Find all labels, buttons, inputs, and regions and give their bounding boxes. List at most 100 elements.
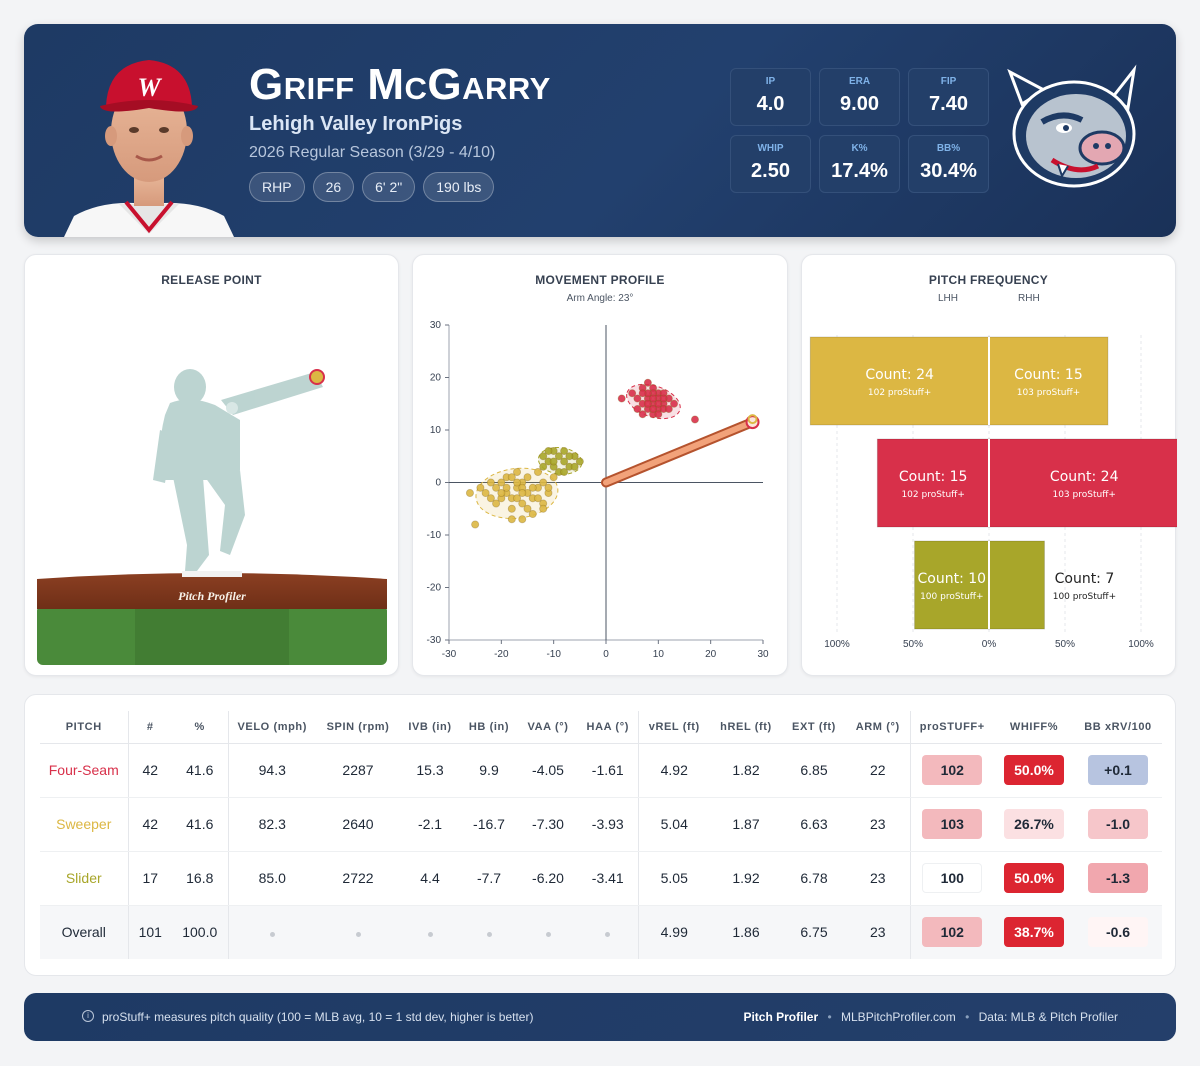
bar-rhh-four-seam — [988, 438, 1177, 528]
stat-value: 4.0 — [756, 93, 785, 115]
pitch-point — [643, 399, 652, 408]
pitch-point — [539, 462, 548, 471]
prostuff-pill: 103 — [922, 809, 983, 839]
panel-title: MOVEMENT PROFILE — [535, 273, 665, 287]
cell-count: 42 — [127, 797, 172, 852]
prostuff-pill: 100 — [922, 863, 983, 893]
footer: i proStuff+ measures pitch quality (100 … — [24, 993, 1176, 1041]
stat-label: BB% — [936, 143, 961, 154]
prostuff-pill: 102 — [922, 755, 983, 785]
pitch-point — [497, 478, 506, 487]
empty-dot — [269, 932, 275, 938]
axis-tick-label: 100% — [1128, 639, 1154, 650]
stat-label: FIP — [940, 76, 957, 87]
empty-dot — [605, 932, 611, 938]
pitch-point — [664, 404, 673, 413]
info-icon: i — [82, 1010, 94, 1022]
stat-label: ERA — [848, 76, 871, 87]
x-tick-label: -20 — [494, 649, 509, 660]
pitch-point — [638, 389, 647, 398]
panel-title: RELEASE POINT — [161, 273, 262, 287]
chip-age: 26 — [312, 172, 355, 202]
cell-haa: -1.61 — [578, 743, 638, 798]
col-pct: % — [172, 711, 228, 744]
whiff-pill: 38.7% — [1004, 917, 1064, 948]
mound — [37, 573, 387, 609]
xrv-pill: -0.6 — [1088, 917, 1148, 948]
stat-k-pct: K% 17.4% — [819, 135, 900, 193]
prostuff-label-lhh: 102 proStuff+ — [901, 490, 964, 500]
pitch-point — [539, 452, 548, 461]
pitch-point — [497, 488, 506, 497]
cell-count: 42 — [127, 743, 172, 798]
col-haa: HAA (°) — [578, 711, 638, 744]
pitch-point — [649, 394, 658, 403]
cell-arm: 23 — [846, 851, 910, 906]
cell-hb: -16.7 — [460, 797, 518, 852]
y-tick-label: 10 — [430, 425, 442, 436]
footer-site[interactable]: MLBPitchProfiler.com — [841, 1010, 956, 1024]
pitch-point — [643, 378, 652, 387]
pitch-point — [492, 483, 501, 492]
whiff-pill: 26.7% — [1004, 809, 1064, 839]
prostuff-label-lhh: 102 proStuff+ — [868, 388, 931, 398]
cell-vaa: -4.05 — [518, 743, 578, 798]
pitch-point — [523, 504, 532, 513]
prostuff-label-rhh: 103 proStuff+ — [1052, 490, 1115, 500]
arm-angle-line-inner — [603, 419, 756, 486]
table-row: Sweeper 42 41.6 82.3 2640 -2.1 -16.7 -7.30 -3.93… — [40, 797, 1162, 852]
pitch-point — [544, 483, 553, 492]
pitch-point — [507, 473, 516, 482]
col-velo: VELO (mph) — [227, 711, 316, 744]
axis-tick-label: 50% — [903, 639, 923, 650]
pitch-point — [528, 509, 537, 518]
pitch-point — [544, 446, 553, 455]
cell-pct: 41.6 — [172, 797, 228, 852]
xrv-pill: -1.0 — [1088, 809, 1148, 839]
stat-value: 9.00 — [840, 93, 879, 115]
y-tick-label: 20 — [430, 373, 442, 384]
rhh-label: RHH — [1018, 293, 1040, 304]
table-row: Slider 17 16.8 85.0 2722 4.4 -7.7 -6.20 -3.41 5.0… — [40, 851, 1162, 906]
table-row: Four-Seam 42 41.6 94.3 2287 15.3 9.9 -4.05 -1.61… — [40, 743, 1162, 798]
col-spin: SPIN (rpm) — [316, 711, 400, 744]
pitch-name: Sweeper — [40, 797, 128, 852]
pitch-point — [465, 488, 474, 497]
col-vaa: VAA (°) — [518, 711, 578, 744]
prostuff-label-rhh: 103 proStuff+ — [1017, 388, 1080, 398]
x-tick-label: -10 — [546, 649, 561, 660]
xrv-pill: -1.3 — [1088, 863, 1148, 893]
axis-tick-label: 0% — [982, 639, 997, 650]
pitch-point — [654, 399, 663, 408]
cell-vaa: -6.20 — [518, 851, 578, 906]
bar-rhh-slider — [988, 540, 1045, 630]
release-point-marker — [309, 369, 325, 385]
count-label-lhh: Count: 15 — [899, 469, 968, 485]
pitch-point — [507, 515, 516, 524]
x-tick-label: 30 — [757, 649, 769, 660]
col-ext: EXT (ft) — [782, 711, 846, 744]
pitch-point — [533, 494, 542, 503]
pitching-rubber — [182, 571, 242, 577]
cell-ext: 6.75 — [782, 905, 846, 959]
pitch-point — [690, 415, 699, 424]
y-tick-label: 0 — [435, 478, 441, 489]
cell-pct: 16.8 — [172, 851, 228, 906]
cell-whiff: 38.7% — [994, 905, 1074, 959]
pitch-table: PITCH # % VELO (mph) SPIN (rpm) IVB (in)… — [40, 711, 1162, 959]
pitch-table-card: PITCH # % VELO (mph) SPIN (rpm) IVB (in)… — [24, 694, 1176, 976]
cell-xrv: +0.1 — [1074, 743, 1162, 798]
table-header-row: PITCH # % VELO (mph) SPIN (rpm) IVB (in)… — [40, 711, 1162, 744]
stat-value: 30.4% — [920, 160, 977, 182]
cell-vrel: 5.05 — [637, 851, 710, 906]
table-row: Overall 101 100.0 4.99 1.86 6.75 23 102 38.7% -0.… — [40, 905, 1162, 959]
stat-ip: IP 4.0 — [730, 68, 811, 126]
cell-prostuff: 102 — [909, 743, 994, 798]
pitch-point — [518, 488, 527, 497]
pitch-point — [518, 515, 527, 524]
count-label-lhh: Count: 24 — [865, 367, 934, 383]
cell-hrel: 1.82 — [710, 743, 782, 798]
player-header: W Griff McGarry Lehigh Valley IronPigs 2… — [24, 24, 1176, 237]
cell-haa — [578, 905, 638, 959]
cell-hrel: 1.92 — [710, 851, 782, 906]
